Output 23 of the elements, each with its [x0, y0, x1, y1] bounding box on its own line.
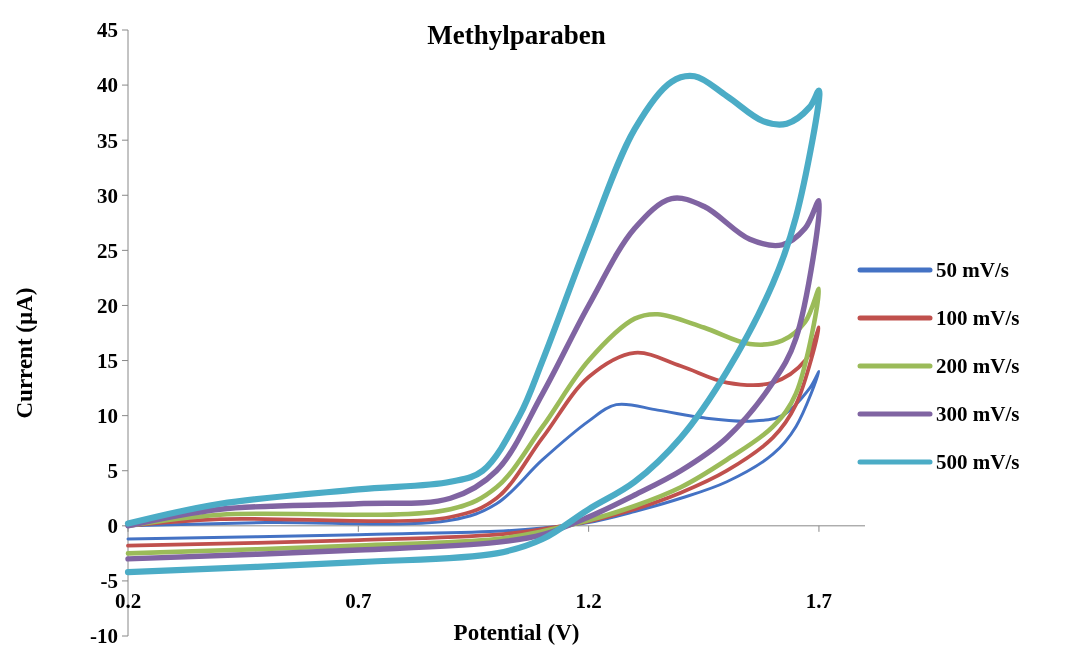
x-tick-label: 0.7	[345, 588, 372, 613]
legend-label: 300 mV/s	[936, 402, 1020, 427]
legend-label: 500 mV/s	[936, 450, 1020, 475]
x-axis-title: Potential (V)	[453, 620, 580, 645]
y-tick-label: 45	[97, 18, 118, 43]
y-tick-label: 10	[97, 403, 118, 428]
y-axis-title: Current (µA)	[12, 287, 37, 419]
y-tick-label: 0	[107, 514, 118, 539]
line-series	[125, 286, 822, 556]
x-tick-label: 1.2	[575, 588, 602, 613]
legend-label: 200 mV/s	[936, 354, 1020, 379]
legend-label: 100 mV/s	[936, 306, 1020, 331]
y-tick-label: 5	[107, 459, 118, 484]
y-tick-label: 35	[97, 128, 118, 153]
y-tick-label: 30	[97, 183, 118, 208]
x-tick-label: 1.7	[805, 588, 833, 613]
y-tick-label: 15	[97, 348, 118, 373]
y-tick-label: 40	[97, 73, 118, 98]
y-tick-label: 25	[97, 238, 118, 263]
y-tick-label: -10	[90, 624, 118, 649]
chart-title: Methylparaben	[427, 20, 606, 50]
legend-label: 50 mV/s	[936, 258, 1009, 283]
y-tick-label: 20	[97, 293, 118, 318]
